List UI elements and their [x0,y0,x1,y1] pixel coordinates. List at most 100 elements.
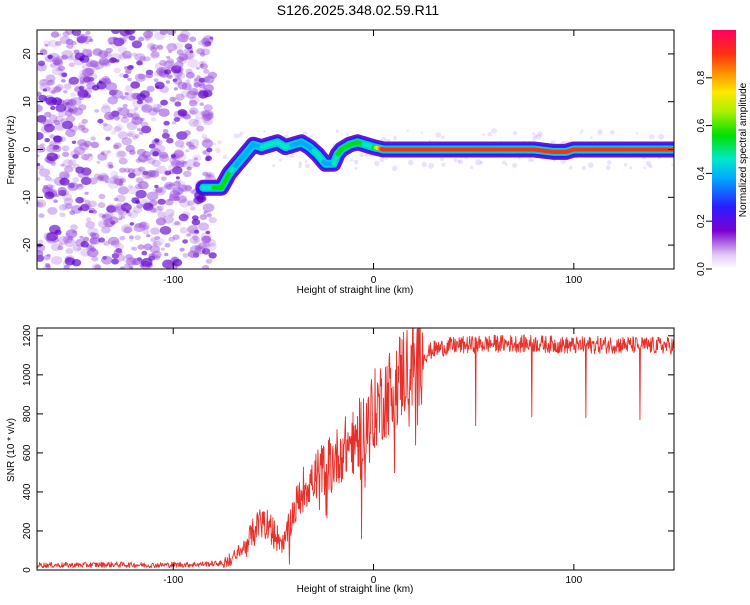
noise-blob [159,154,169,162]
noise-blob [359,153,364,158]
noise-blob [129,235,134,239]
noise-blob [491,128,497,134]
noise-blob [160,100,168,106]
noise-blob [177,72,186,79]
noise-blob [141,122,149,128]
noise-blob [92,85,100,91]
spectrogram-x-label: Height of straight line (km) [297,285,414,296]
noise-blob [121,216,125,219]
noise-blob [72,230,76,233]
x-tick-label: 100 [565,575,582,586]
noise-blob [108,203,115,208]
noise-blob [186,233,191,237]
noise-blob [208,72,217,79]
noise-blob [194,157,198,160]
noise-blob [263,130,266,133]
noise-blob [46,145,56,153]
colorbar-tick-label: 0.6 [696,118,707,132]
noise-blob [75,53,85,61]
noise-blob [127,78,132,81]
noise-blob [201,134,207,139]
noise-blob [39,64,44,68]
noise-blob [569,166,573,170]
noise-blob [51,163,56,167]
noise-blob [87,248,99,257]
noise-blob [175,94,184,101]
y-tick-label: 400 [22,483,33,500]
noise-blob [98,173,108,181]
noise-blob [118,179,123,183]
noise-blob [125,254,133,260]
noise-blob [103,124,113,132]
noise-blob [125,92,136,101]
noise-blob [61,79,66,83]
noise-blob [113,68,121,74]
noise-blob [202,150,207,154]
noise-blob [116,115,120,118]
noise-blob [54,123,65,132]
noise-blob [135,73,146,82]
noise-blob [44,192,54,200]
noise-blob [189,37,196,42]
noise-blob [279,159,282,162]
noise-blob [65,257,76,265]
noise-blob [173,65,179,70]
noise-blob [187,59,199,68]
colorbar [712,30,736,269]
noise-blob [174,117,180,122]
noise-blob [155,82,165,90]
noise-blob [79,96,85,100]
noise-blob [131,112,140,119]
noise-blob [164,69,171,74]
noise-blob [179,199,190,208]
noise-blob [72,245,81,252]
noise-blob [131,197,139,203]
noise-blob [36,177,41,181]
noise-blob [528,158,532,162]
noise-blob [482,134,485,137]
noise-blob [159,60,167,66]
noise-blob [175,140,185,147]
noise-blob [218,140,222,144]
noise-blob [154,144,165,153]
noise-blob [114,126,122,132]
noise-blob [240,131,243,134]
noise-blob [658,134,664,140]
noise-blob [133,206,143,213]
noise-blob [124,26,135,35]
y-tick-label: 600 [22,444,33,461]
noise-blob [536,134,542,140]
noise-blob [105,137,110,141]
noise-blob [69,211,75,216]
noise-blob [208,252,216,258]
noise-blob [77,122,85,128]
noise-blob [436,132,442,138]
noise-blob [116,195,126,203]
noise-blob [154,31,166,40]
noise-blob [154,78,159,82]
noise-blob [100,85,108,91]
noise-blob [165,171,172,176]
noise-blob [206,259,213,264]
noise-blob [112,175,119,180]
noise-blob [173,42,183,50]
noise-blob [206,231,211,235]
noise-blob [203,118,213,125]
noise-blob [89,210,93,213]
noise-blob [68,159,76,165]
noise-blob [96,161,100,164]
noise-blob [355,167,358,170]
noise-blob [128,186,139,194]
noise-blob [115,203,124,210]
noise-blob [147,158,156,165]
noise-blob [102,76,110,82]
y-tick-label: 200 [22,522,33,539]
noise-blob [166,184,172,189]
noise-blob [87,227,98,236]
noise-blob [72,141,76,144]
noise-blob [597,129,603,135]
noise-blob [157,45,163,50]
noise-blob [109,57,117,63]
noise-blob [532,132,535,135]
